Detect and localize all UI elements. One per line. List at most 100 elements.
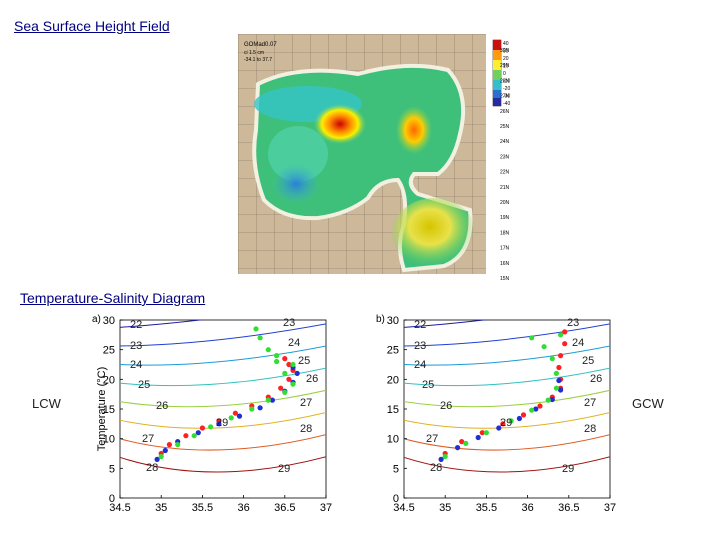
ts-panel-a: 22 23 24 25 26 27 28 29 23 24 25 26 27 28 29 34.5 35 35.5… bbox=[92, 314, 332, 514]
plot-frame bbox=[119, 319, 327, 499]
density-label: 25 bbox=[422, 379, 434, 391]
colorbar-tick-label: -10 bbox=[503, 79, 510, 85]
sea-surface-title[interactable]: Sea Surface Height Field bbox=[14, 18, 170, 34]
density-label: 23 bbox=[283, 317, 295, 329]
x-tick-label: 36.5 bbox=[558, 502, 579, 514]
ts-point bbox=[516, 415, 522, 422]
x-tick-label: 35.5 bbox=[476, 502, 497, 514]
ts-point bbox=[286, 361, 292, 368]
ts-point bbox=[286, 376, 292, 382]
density-contour bbox=[404, 320, 489, 328]
ts-point bbox=[183, 433, 189, 439]
y-tick-label: 25 bbox=[387, 345, 399, 357]
ts-point bbox=[475, 434, 481, 441]
y-tick-label: 30 bbox=[103, 315, 115, 327]
density-contour bbox=[404, 434, 610, 451]
density-label: 28 bbox=[430, 462, 442, 474]
latitude-label: 19N bbox=[500, 215, 510, 221]
density-contour bbox=[120, 411, 326, 429]
density-label: 24 bbox=[414, 359, 426, 371]
ts-point bbox=[500, 421, 506, 427]
ts-point bbox=[558, 387, 564, 393]
ts-point bbox=[290, 381, 296, 387]
ts-point bbox=[175, 442, 181, 448]
ts-point bbox=[549, 356, 555, 362]
y-tick-label: 15 bbox=[103, 404, 115, 416]
ts-point bbox=[562, 329, 568, 335]
density-label: 24 bbox=[288, 337, 300, 349]
latitude-label: 22N bbox=[500, 170, 510, 176]
ts-point bbox=[537, 403, 543, 409]
density-label: 25 bbox=[298, 355, 310, 367]
density-label: 23 bbox=[567, 317, 579, 329]
ts-point bbox=[257, 335, 263, 341]
ts-point bbox=[479, 430, 485, 436]
ts-point bbox=[558, 353, 564, 359]
ts-point bbox=[166, 442, 172, 448]
density-label: 24 bbox=[130, 359, 142, 371]
y-tick-label: 20 bbox=[387, 374, 399, 386]
density-label: 26 bbox=[590, 373, 602, 385]
ts-point bbox=[257, 405, 263, 411]
range-label: -34.1 to 37.7 bbox=[244, 57, 272, 63]
ts-point bbox=[232, 410, 238, 416]
x-tick-label: 35.5 bbox=[192, 502, 213, 514]
colorbar-tick-label: 10 bbox=[503, 64, 509, 70]
density-label: 27 bbox=[426, 433, 438, 445]
ts-point bbox=[496, 425, 502, 431]
density-label: 29 bbox=[216, 417, 228, 429]
colorbar-tick-label: -40 bbox=[503, 101, 510, 107]
y-tick-label: 5 bbox=[109, 463, 115, 475]
ts-point bbox=[541, 344, 547, 350]
ts-point bbox=[249, 406, 255, 412]
density-label: 29 bbox=[500, 417, 512, 429]
density-contour bbox=[404, 345, 610, 366]
density-label: 29 bbox=[562, 463, 574, 475]
colorbar-tick-label: 20 bbox=[503, 56, 509, 62]
ts-point bbox=[529, 407, 535, 413]
ts-point bbox=[199, 425, 205, 431]
ts-point bbox=[545, 397, 551, 403]
x-tick-label: 36 bbox=[521, 502, 533, 514]
ci-label: ci 1.5 cm bbox=[244, 50, 264, 56]
ts-point bbox=[265, 397, 271, 403]
ts-point bbox=[463, 440, 469, 446]
ts-point bbox=[265, 347, 271, 353]
y-axis-label: Temperature (°C) bbox=[96, 367, 108, 451]
density-label: 22 bbox=[130, 319, 142, 331]
density-contour bbox=[404, 389, 610, 408]
density-contour bbox=[404, 323, 610, 347]
colorbar-tick-label: 30 bbox=[503, 49, 509, 55]
ts-point bbox=[442, 453, 448, 460]
ts-point bbox=[562, 341, 568, 347]
ts-point bbox=[556, 364, 562, 371]
density-label: 25 bbox=[138, 379, 150, 391]
ts-point bbox=[228, 415, 234, 421]
ts-point bbox=[529, 335, 535, 341]
latitude-label: 28N bbox=[500, 78, 510, 84]
y-tick-label: 5 bbox=[393, 463, 399, 475]
x-tick-label: 35 bbox=[439, 502, 451, 514]
x-tick-label: 37 bbox=[604, 502, 616, 514]
density-contour bbox=[120, 456, 326, 473]
plot-frame bbox=[403, 319, 611, 499]
density-label: 28 bbox=[300, 423, 312, 435]
density-contour bbox=[120, 323, 326, 347]
density-label: 24 bbox=[572, 337, 584, 349]
ts-point bbox=[483, 430, 489, 436]
colorbar-tick-label: 0 bbox=[503, 71, 506, 77]
latitude-label: 18N bbox=[500, 230, 510, 236]
ts-diagram-title[interactable]: Temperature-Salinity Diagram bbox=[20, 290, 206, 306]
density-label: 23 bbox=[130, 340, 142, 352]
ts-point bbox=[556, 377, 562, 384]
density-label: 26 bbox=[306, 373, 318, 385]
ts-point bbox=[558, 332, 564, 338]
ts-point bbox=[282, 370, 288, 376]
ts-point bbox=[195, 430, 201, 436]
ts-point bbox=[520, 412, 527, 418]
ts-point bbox=[253, 326, 259, 332]
ts-point bbox=[455, 445, 461, 451]
ts-point bbox=[282, 356, 288, 362]
